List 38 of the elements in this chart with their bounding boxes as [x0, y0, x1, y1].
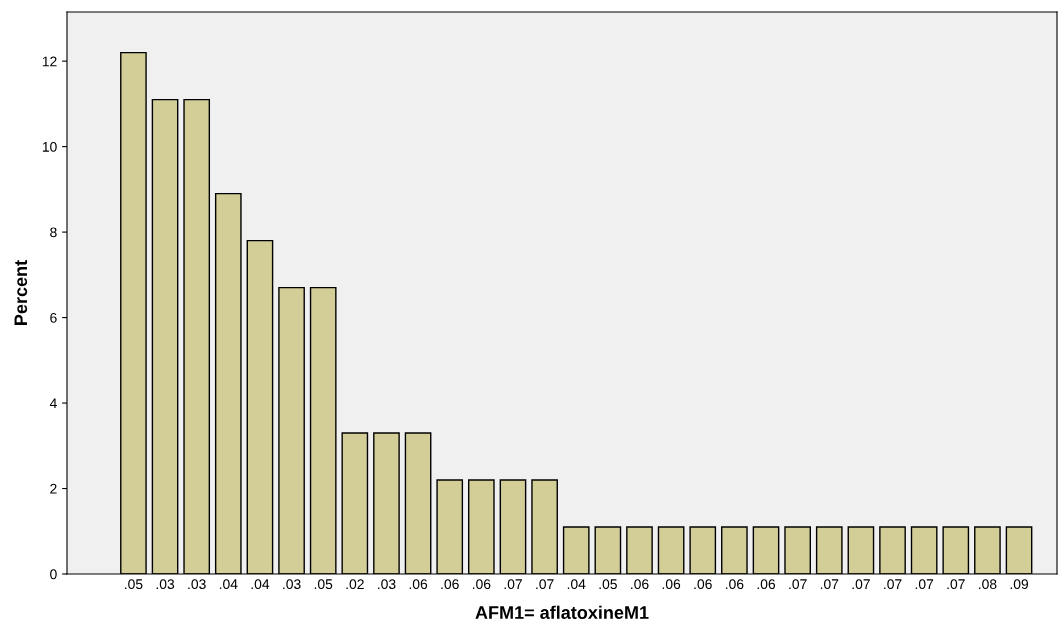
x-tick-label: .03: [156, 579, 175, 590]
x-tick-label: .06: [409, 579, 428, 590]
x-tick-label: .07: [504, 579, 522, 590]
y-tick-label: 8: [50, 227, 57, 238]
x-tick-label: .07: [820, 579, 839, 590]
x-tick-label: .06: [472, 579, 491, 590]
y-tick-label: 10: [42, 141, 57, 152]
x-axis-title: AFM1= aflatoxineM1: [475, 605, 649, 619]
x-tick-label: .05: [125, 579, 143, 590]
x-tick-label: .03: [283, 579, 301, 590]
x-tick-label: .05: [314, 579, 333, 590]
x-tick-label: .09: [1010, 579, 1029, 590]
x-tick-label: .07: [947, 579, 965, 590]
y-tick-label: 6: [50, 312, 57, 323]
y-axis-title: Percent: [14, 260, 28, 325]
x-tick-label: .06: [631, 579, 649, 590]
y-tick-label: 12: [42, 56, 57, 67]
x-tick-label: .06: [725, 579, 744, 590]
x-tick-label: .07: [536, 579, 554, 590]
y-tick-label: 4: [49, 398, 57, 409]
x-tick-label: .06: [757, 579, 776, 590]
x-tick-label: .03: [378, 579, 396, 590]
x-tick-label: .06: [694, 579, 712, 590]
y-tick-label: 2: [50, 483, 57, 494]
x-tick-label: .07: [789, 579, 807, 590]
x-tick-label: .05: [599, 579, 617, 590]
x-tick-label: .02: [346, 579, 364, 590]
x-tick-label: .08: [979, 579, 997, 590]
y-tick-label: 0: [50, 569, 57, 580]
x-tick-label: .07: [884, 579, 902, 590]
x-tick-label: .04: [219, 579, 238, 590]
x-tick-label: .07: [852, 579, 870, 590]
x-tick-label: .06: [441, 579, 459, 590]
x-tick-label: .06: [662, 579, 681, 590]
x-tick-label: .04: [251, 579, 270, 590]
x-tick-label: .07: [915, 579, 934, 590]
x-tick-label: .03: [188, 579, 206, 590]
x-tick-label: .04: [567, 579, 586, 590]
